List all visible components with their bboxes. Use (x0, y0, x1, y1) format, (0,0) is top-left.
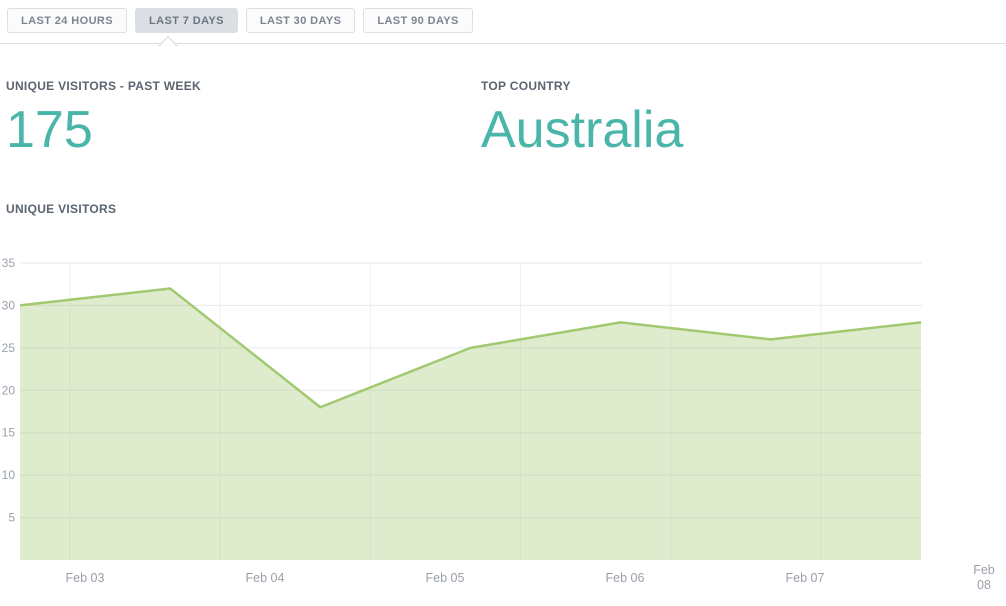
x-axis-label: Feb 05 (426, 571, 465, 585)
tab-last-30-days[interactable]: LAST 30 DAYS (245, 8, 356, 33)
top-country-stat: TOP COUNTRY Australia (481, 79, 683, 156)
unique-visitors-stat: UNIQUE VISITORS - PAST WEEK 175 (6, 79, 201, 156)
top-country-label: TOP COUNTRY (481, 79, 571, 93)
x-axis-label: Feb 03 (66, 571, 105, 585)
y-tick-label: 25 (2, 341, 16, 355)
x-axis-label: Feb 07 (786, 571, 825, 585)
y-tick-label: 30 (2, 298, 16, 312)
x-axis-label: Feb 04 (246, 571, 285, 585)
y-tick-label: 20 (2, 383, 16, 397)
selected-tab-caret (158, 36, 178, 56)
unique-visitors-chart: 5 10 15 20 25 30 35 Feb 03 Feb 04 Feb 05 Feb 06 Feb… (2, 256, 995, 592)
trend-line (19, 287, 922, 409)
y-tick-label: 5 (8, 511, 15, 525)
header-divider (0, 43, 1006, 44)
chart-title: UNIQUE VISITORS (6, 202, 117, 216)
unique-visitors-label: UNIQUE VISITORS - PAST WEEK (6, 79, 202, 93)
x-axis-label: Feb 06 (606, 571, 645, 585)
time-range-tabs: LAST 24 HOURS LAST 7 DAYS LAST 30 DAYS LAST… (7, 8, 473, 33)
top-country-value: Australia (481, 101, 684, 159)
unique-visitors-value: 175 (6, 101, 93, 159)
tab-last-7-days[interactable]: LAST 7 DAYS (135, 8, 238, 33)
tab-last-24-hours[interactable]: LAST 24 HOURS (7, 8, 127, 33)
y-tick-label: 35 (2, 256, 16, 270)
y-tick-label: 10 (2, 468, 16, 482)
x-axis-label: Feb 08 (973, 563, 995, 592)
y-tick-label: 15 (2, 426, 16, 440)
tab-last-90-days[interactable]: LAST 90 DAYS (363, 8, 473, 33)
area-fill (20, 288, 921, 560)
